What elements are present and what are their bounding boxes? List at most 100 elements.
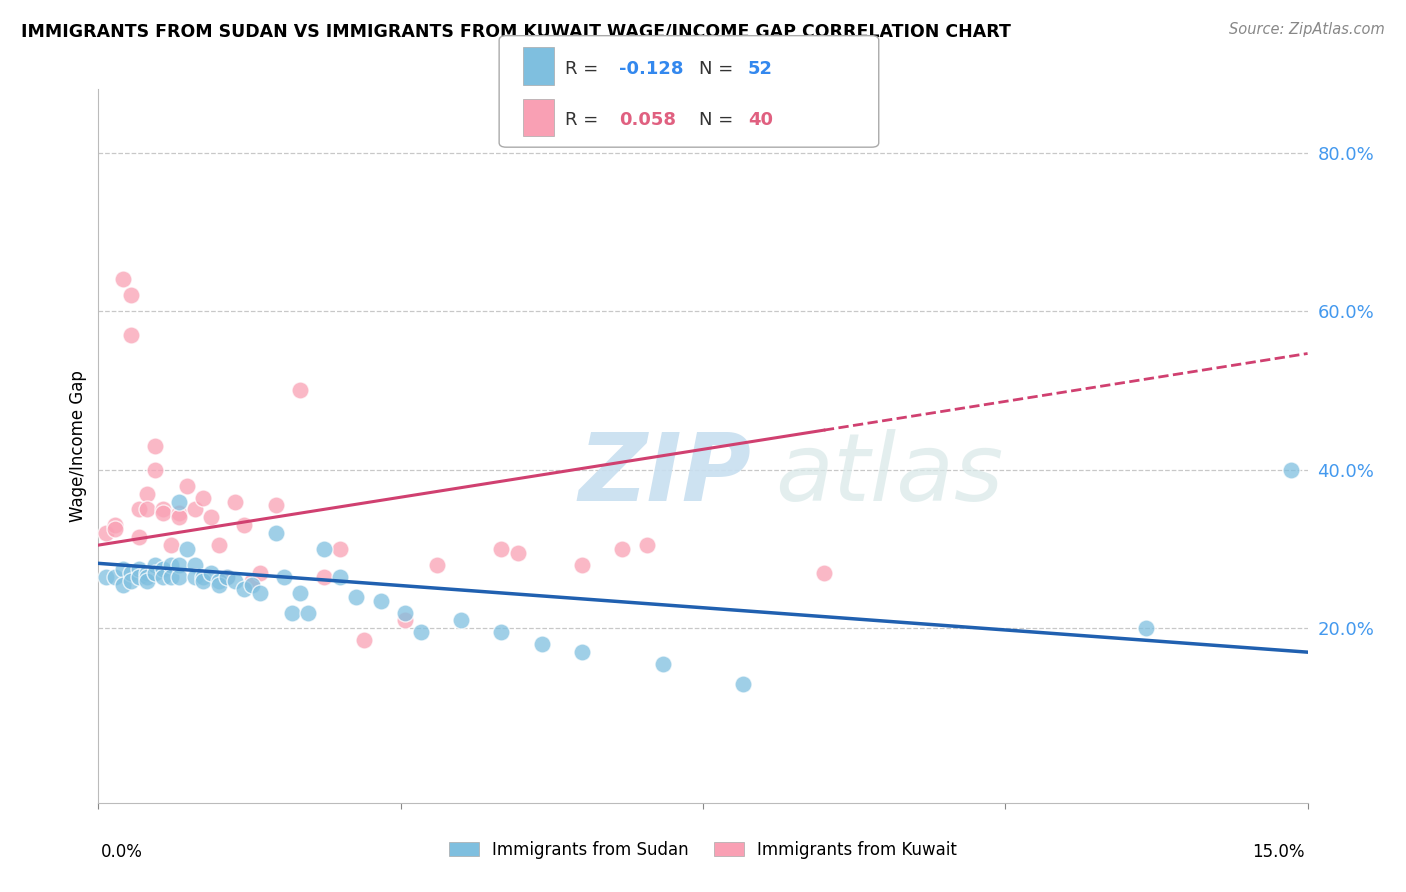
Point — [240, 574, 263, 588]
Point — [111, 272, 134, 286]
Point — [193, 491, 215, 505]
Point — [297, 606, 319, 620]
Point — [491, 542, 513, 557]
Point — [128, 530, 150, 544]
Text: 52: 52 — [748, 60, 773, 78]
Point — [329, 542, 352, 557]
Point — [152, 502, 174, 516]
Point — [200, 510, 222, 524]
Text: atlas: atlas — [776, 429, 1004, 520]
Point — [264, 499, 287, 513]
Point — [288, 585, 311, 599]
Point — [281, 606, 304, 620]
Point — [636, 538, 658, 552]
Point — [1281, 463, 1303, 477]
Point — [167, 510, 190, 524]
Point — [344, 590, 367, 604]
Point — [135, 566, 157, 580]
Point — [143, 566, 166, 580]
Point — [184, 558, 207, 572]
Point — [571, 558, 593, 572]
Point — [394, 606, 416, 620]
Text: 0.058: 0.058 — [619, 112, 676, 129]
Point — [813, 566, 835, 580]
Point — [394, 614, 416, 628]
Point — [135, 570, 157, 584]
Point — [224, 574, 246, 588]
Point — [111, 578, 134, 592]
Point — [160, 538, 183, 552]
Point — [160, 570, 183, 584]
Point — [167, 570, 190, 584]
Point — [176, 542, 198, 557]
Point — [143, 463, 166, 477]
Point — [152, 562, 174, 576]
Point — [128, 570, 150, 584]
Point — [167, 507, 190, 521]
Point — [152, 507, 174, 521]
Text: 15.0%: 15.0% — [1253, 843, 1305, 861]
Point — [160, 558, 183, 572]
Y-axis label: Wage/Income Gap: Wage/Income Gap — [69, 370, 87, 522]
Point — [143, 439, 166, 453]
Point — [232, 518, 254, 533]
Point — [176, 478, 198, 492]
Point — [103, 518, 125, 533]
Point — [530, 637, 553, 651]
Point — [193, 570, 215, 584]
Point — [128, 562, 150, 576]
Point — [128, 502, 150, 516]
Point — [143, 558, 166, 572]
Point — [167, 494, 190, 508]
Text: N =: N = — [699, 112, 738, 129]
Point — [612, 542, 634, 557]
Point — [314, 542, 336, 557]
Point — [409, 625, 432, 640]
Point — [200, 566, 222, 580]
Point — [208, 538, 231, 552]
Text: -0.128: -0.128 — [619, 60, 683, 78]
Point — [314, 570, 336, 584]
Text: 40: 40 — [748, 112, 773, 129]
Point — [329, 570, 352, 584]
Point — [288, 384, 311, 398]
Point — [240, 578, 263, 592]
Point — [96, 526, 118, 541]
Point — [217, 570, 239, 584]
Point — [184, 502, 207, 516]
Point — [135, 486, 157, 500]
Point — [491, 625, 513, 640]
Point — [152, 570, 174, 584]
Point — [264, 526, 287, 541]
Point — [232, 582, 254, 596]
Point — [426, 558, 449, 572]
Point — [450, 614, 472, 628]
Point — [103, 522, 125, 536]
Point — [273, 570, 295, 584]
Point — [571, 645, 593, 659]
Point — [167, 558, 190, 572]
Point — [120, 566, 142, 580]
Point — [353, 633, 375, 648]
Text: R =: R = — [565, 60, 605, 78]
Text: Source: ZipAtlas.com: Source: ZipAtlas.com — [1229, 22, 1385, 37]
Point — [208, 574, 231, 588]
Point — [120, 574, 142, 588]
Point — [249, 566, 271, 580]
Point — [651, 657, 673, 671]
Point — [120, 328, 142, 343]
Text: ZIP: ZIP — [578, 428, 751, 521]
Legend: Immigrants from Sudan, Immigrants from Kuwait: Immigrants from Sudan, Immigrants from K… — [449, 840, 957, 859]
Point — [111, 562, 134, 576]
Point — [506, 546, 529, 560]
Point — [135, 502, 157, 516]
Text: N =: N = — [699, 60, 738, 78]
Point — [184, 570, 207, 584]
Point — [103, 570, 125, 584]
Point — [733, 677, 755, 691]
Point — [249, 585, 271, 599]
Point — [217, 570, 239, 584]
Point — [120, 288, 142, 302]
Point — [224, 494, 246, 508]
Point — [135, 574, 157, 588]
